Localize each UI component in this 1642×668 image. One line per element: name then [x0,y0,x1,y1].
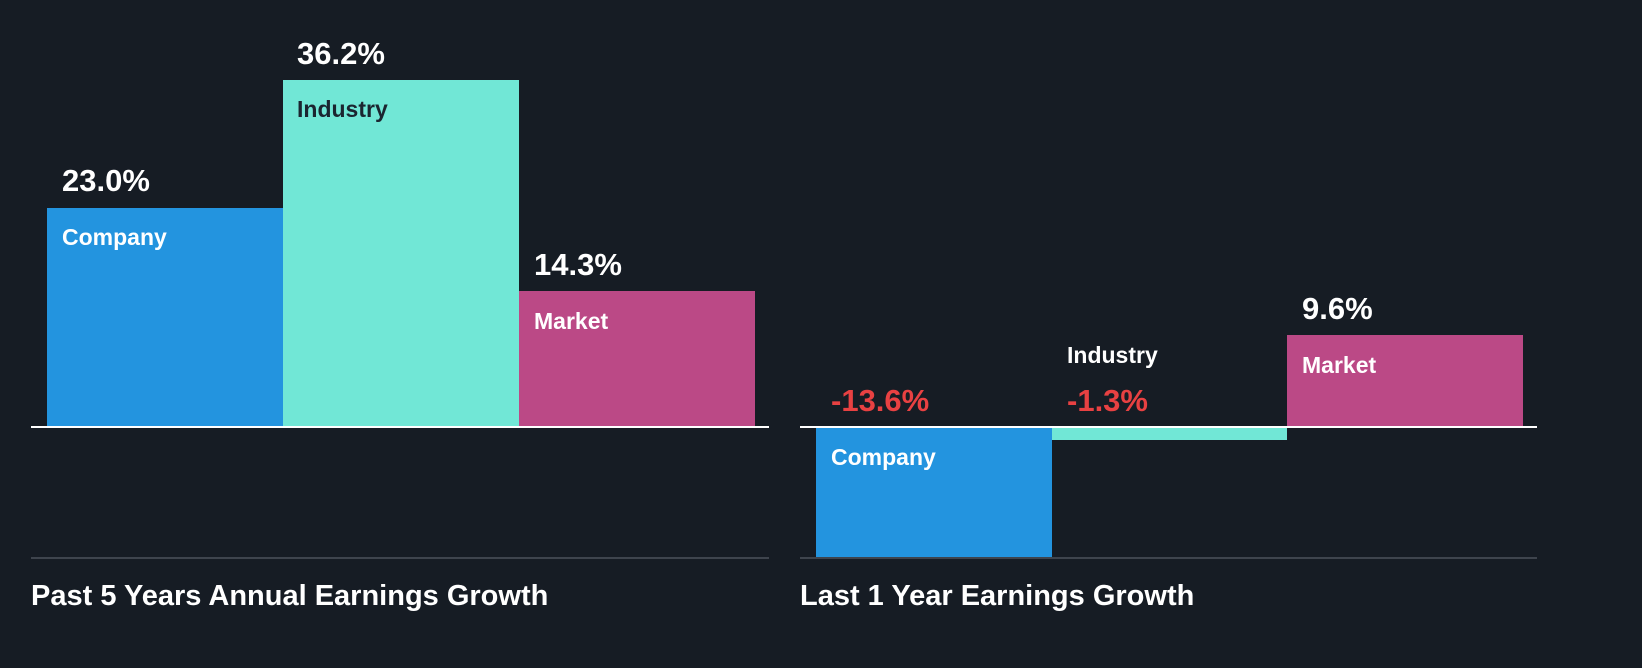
bar-industry-1y [1052,427,1287,440]
bar-market-1y [1287,335,1523,427]
label-industry-1y: Industry [1067,342,1158,368]
divider-line [31,557,769,559]
label-company-1y: Company [831,444,936,470]
bar-company-5y [47,208,283,427]
label-market-1y: Market [1302,352,1377,378]
value-market-1y: 9.6% [1302,291,1373,326]
value-industry-5y: 36.2% [297,36,385,71]
label-industry-5y: Industry [297,96,388,122]
divider-line [800,557,1537,559]
label-company-5y: Company [62,224,167,250]
chart-title-5y: Past 5 Years Annual Earnings Growth [31,580,549,612]
bar-industry-5y [283,80,519,427]
value-market-5y: 14.3% [534,247,622,282]
zero-axis-line [31,426,769,428]
bar-market-5y [519,291,755,427]
value-industry-1y: -1.3% [1067,383,1148,418]
label-market-5y: Market [534,308,609,334]
chart-title-1y: Last 1 Year Earnings Growth [800,580,1195,612]
value-company-5y: 23.0% [62,163,150,198]
bar-company-1y [816,427,1052,558]
value-company-1y: -13.6% [831,383,930,418]
zero-axis-line [800,426,1537,428]
